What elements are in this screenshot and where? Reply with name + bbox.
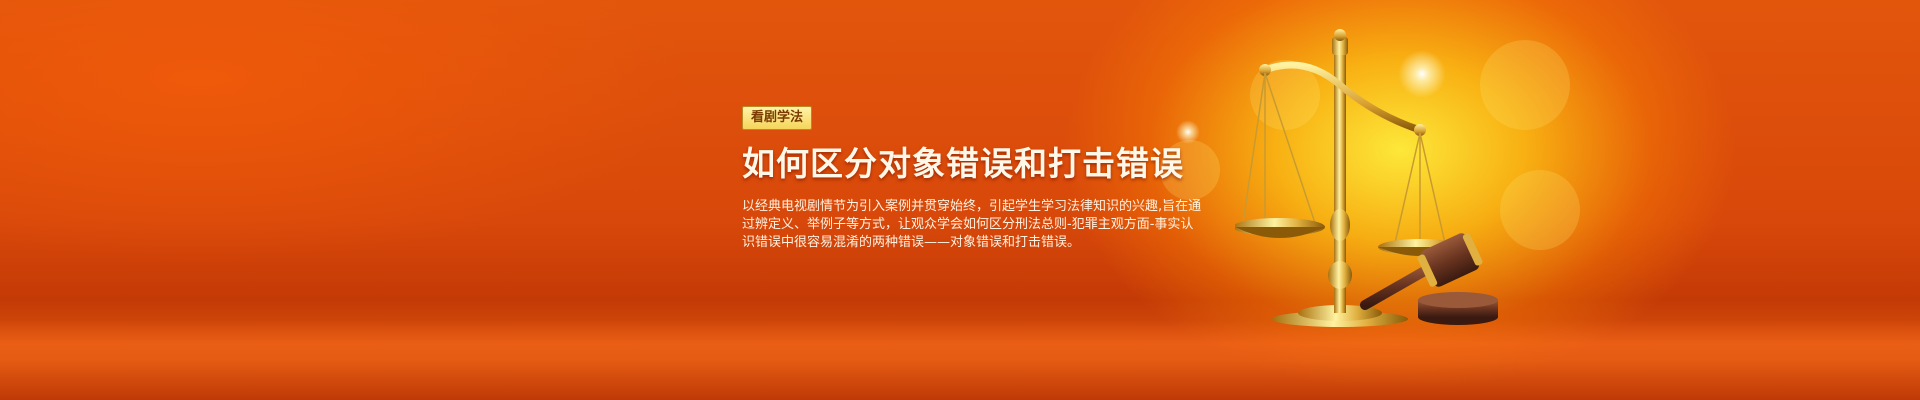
scales-icon xyxy=(1233,29,1498,327)
lens-flare xyxy=(1398,50,1446,98)
scales-of-justice-illustration xyxy=(1233,25,1505,330)
floor-reflection xyxy=(0,320,1920,400)
banner-description: 以经典电视剧情节为引入案例并贯穿始终，引起学生学习法律知识的兴趣,旨在通过辨定义… xyxy=(742,199,1202,250)
banner-content: 看剧学法 如何区分对象错误和打击错误 以经典电视剧情节为引入案例并贯穿始终，引起… xyxy=(742,106,1202,252)
bokeh-light xyxy=(1500,170,1580,250)
lens-flare xyxy=(1176,120,1200,144)
bokeh-light xyxy=(1480,40,1570,130)
category-tag[interactable]: 看剧学法 xyxy=(742,106,813,130)
banner-title: 如何区分对象错误和打击错误 xyxy=(742,144,1184,183)
bokeh-light xyxy=(1160,140,1220,200)
